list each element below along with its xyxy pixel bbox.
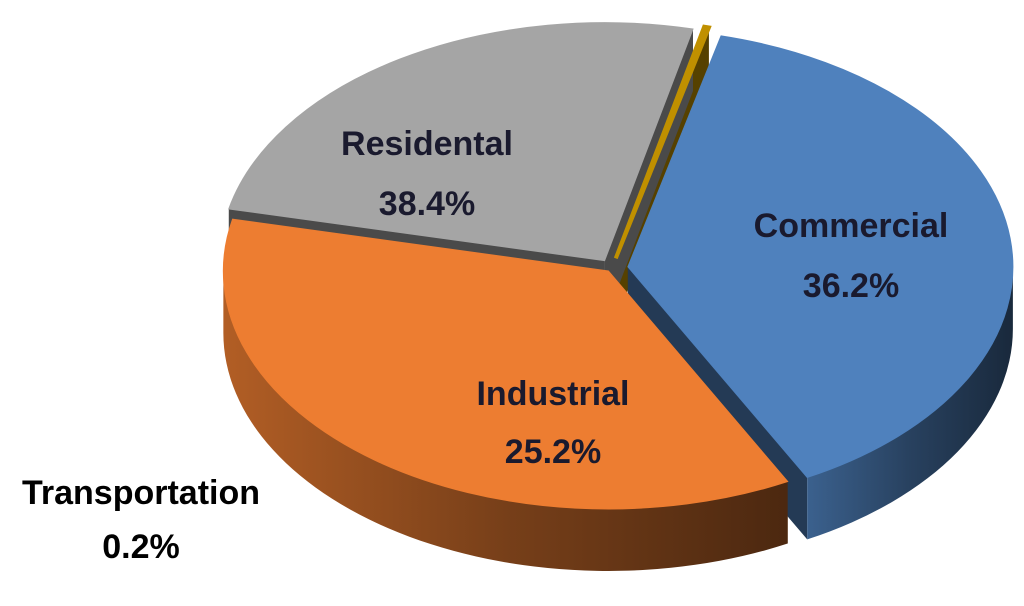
slice-residental xyxy=(627,35,1014,479)
slice-industrial xyxy=(228,22,694,262)
data-label-value-residental: 38.4% xyxy=(379,185,475,223)
data-label-value-transportation: 0.2% xyxy=(102,528,180,566)
slice-side-residental xyxy=(807,266,1013,540)
data-label-value-commercial: 36.2% xyxy=(803,267,899,305)
data-label-name-commercial: Commercial xyxy=(754,207,949,245)
slice-transportation xyxy=(613,24,712,260)
slice-commercial xyxy=(222,218,789,510)
slice-side-commercial xyxy=(223,270,788,571)
data-label-name-residental: Residental xyxy=(341,125,513,163)
data-labels: Residental 38.4% Commercial 36.2% Industrial… xyxy=(22,125,948,566)
data-label-name-industrial: Industrial xyxy=(476,375,629,413)
slice-tops xyxy=(222,22,1014,510)
data-label-name-transportation: Transportation xyxy=(22,474,260,512)
data-label-value-industrial: 25.2% xyxy=(505,433,601,471)
